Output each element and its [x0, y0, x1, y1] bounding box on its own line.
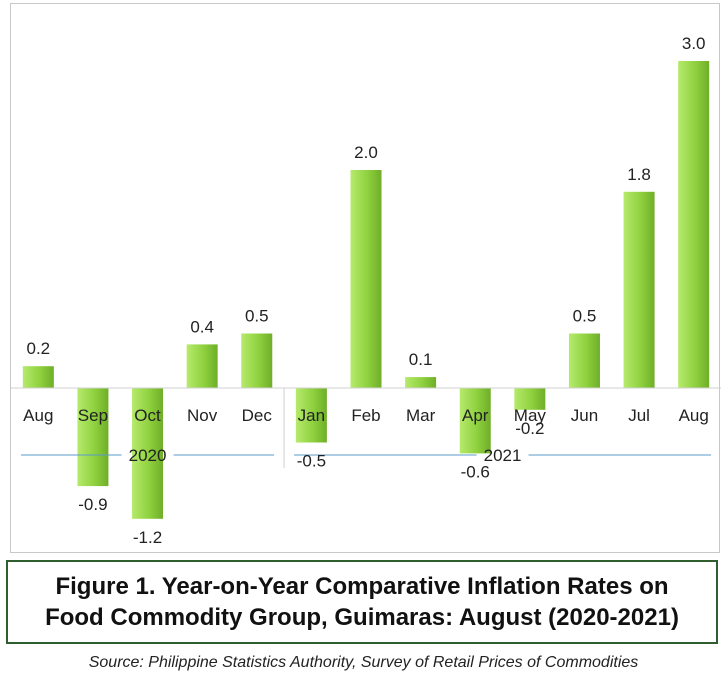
value-label: 1.8	[627, 165, 651, 184]
category-label: Dec	[242, 406, 273, 425]
category-label: Jan	[298, 406, 325, 425]
value-label: 0.1	[409, 350, 433, 369]
bar	[678, 61, 710, 388]
bar	[186, 344, 218, 388]
bar	[132, 388, 164, 519]
value-label: -0.2	[515, 419, 544, 438]
figure-caption: Figure 1. Year-on-Year Comparative Infla…	[45, 573, 679, 631]
bar	[241, 333, 273, 388]
value-label: -0.6	[461, 462, 490, 481]
axis-layer	[11, 387, 721, 468]
chart-frame: 0.2 -0.9 -1.2 0.4 0.5 -0.5 2.0 0.1 -0.6 -0.2 0.5 1.…	[10, 3, 721, 553]
bar	[350, 170, 382, 388]
value-label: -0.9	[78, 495, 107, 514]
category-label: Oct	[134, 406, 161, 425]
bar	[405, 377, 437, 388]
value-label: 0.5	[573, 307, 597, 326]
labels-layer: 0.2 -0.9 -1.2 0.4 0.5 -0.5 2.0 0.1 -0.6 -0.2 0.5 1.…	[23, 34, 709, 547]
category-label: Jul	[628, 406, 650, 425]
bars-layer	[22, 61, 710, 519]
value-label: 2.0	[354, 143, 378, 162]
bar	[77, 388, 109, 487]
group-year-label: 2020	[129, 446, 167, 465]
category-label: Feb	[351, 406, 380, 425]
inflation-bar-chart: 0.2 -0.9 -1.2 0.4 0.5 -0.5 2.0 0.1 -0.6 -0.2 0.5 1.…	[11, 34, 721, 547]
category-label: Sep	[78, 406, 108, 425]
bar	[568, 333, 600, 388]
category-label: Jun	[571, 406, 598, 425]
category-label: Apr	[462, 406, 489, 425]
bar	[459, 388, 491, 454]
category-label: May	[514, 406, 547, 425]
bar	[623, 191, 655, 388]
value-label: -1.2	[133, 528, 162, 547]
bar	[295, 388, 327, 443]
bar	[22, 366, 54, 388]
figure-caption-box: Figure 1. Year-on-Year Comparative Infla…	[6, 560, 718, 644]
category-label: Nov	[187, 406, 218, 425]
category-label: Aug	[23, 406, 53, 425]
category-label: Mar	[406, 406, 436, 425]
value-label: 3.0	[682, 34, 706, 53]
value-label: 0.5	[245, 307, 269, 326]
value-label: 0.2	[26, 339, 50, 358]
value-label: -0.5	[297, 452, 326, 471]
value-label: 0.4	[190, 317, 214, 336]
bar	[514, 388, 546, 410]
category-label: Aug	[679, 406, 709, 425]
group-year-label: 2021	[484, 446, 522, 465]
source-note: Source: Philippine Statistics Authority,…	[88, 654, 639, 671]
